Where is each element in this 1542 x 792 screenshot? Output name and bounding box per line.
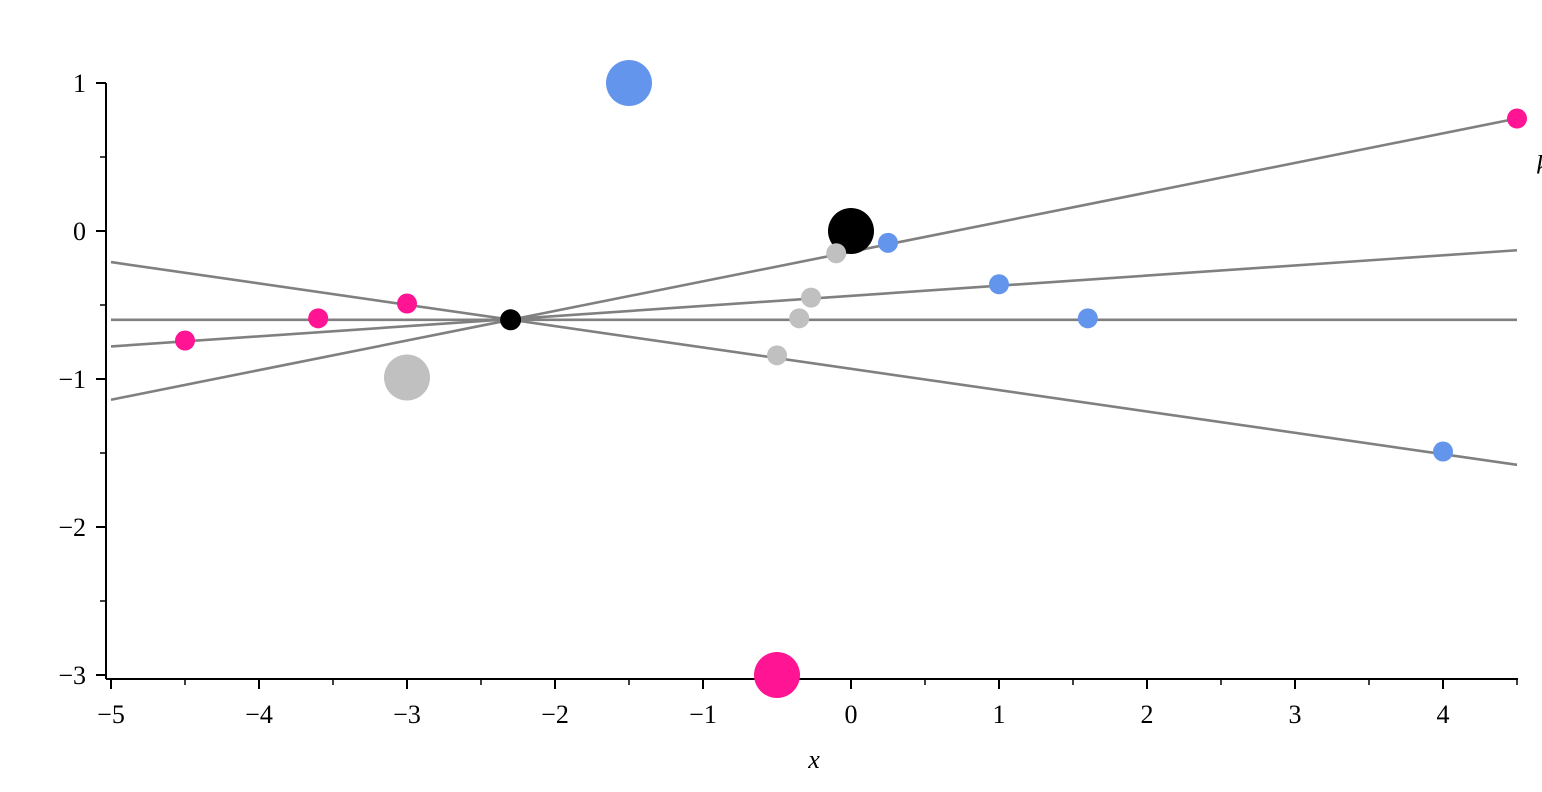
chart-axes: −5 −4 −3 −2 −1 0 1 2 3 4 1 0 −1 −2 −3 (58, 69, 1518, 729)
x-tick-label: 3 (1289, 700, 1302, 729)
point-blue-k2 (989, 274, 1009, 295)
big-blue-point (606, 60, 652, 106)
point-magenta-k2 (175, 330, 195, 351)
x-tick-label: 0 (845, 700, 858, 729)
point-magenta-k0 (397, 293, 417, 314)
x-tick-label: −5 (97, 700, 125, 729)
chart-points (175, 60, 1527, 698)
x-tick-label: 1 (993, 700, 1006, 729)
point-blue-k1 (1077, 308, 1098, 329)
point-gray-k10 (826, 243, 847, 264)
x-tick-label: −1 (689, 700, 717, 729)
line-k-10 (110, 117, 1518, 401)
y-tick-label: −3 (58, 661, 86, 690)
point-blue-k0 (1433, 441, 1453, 462)
label-k-10: k = 10 (1536, 150, 1542, 179)
y-tick-label: −2 (58, 513, 86, 542)
point-gray-k2 (801, 287, 822, 308)
label-k-var: k (1536, 150, 1542, 179)
x-tick-label: −2 (541, 700, 569, 729)
x-tick-label: −3 (393, 700, 421, 729)
x-tick-label: 4 (1437, 700, 1450, 729)
x-tick-label: 2 (1141, 700, 1154, 729)
pivot-point (500, 309, 522, 331)
point-gray-k1 (789, 308, 810, 329)
line-k-0 (110, 260, 1518, 467)
point-blue-k10 (878, 232, 898, 253)
y-tick-label: 0 (73, 217, 86, 246)
x-axis-label: x (807, 745, 820, 774)
y-tick-label: −1 (58, 365, 86, 394)
point-magenta-k10 (1507, 108, 1527, 129)
y-tick-label: 1 (73, 69, 86, 98)
point-gray-k0 (767, 345, 787, 366)
chart-line-labels: k = 10k = 2k = 1k = 0 (1536, 150, 1542, 179)
big-magenta-point (754, 652, 800, 698)
x-tick-label: −4 (245, 700, 273, 729)
point-magenta-k1 (308, 308, 329, 329)
chart-lines (110, 117, 1518, 467)
big-gray-point (384, 354, 430, 401)
big-black-point (828, 208, 874, 254)
